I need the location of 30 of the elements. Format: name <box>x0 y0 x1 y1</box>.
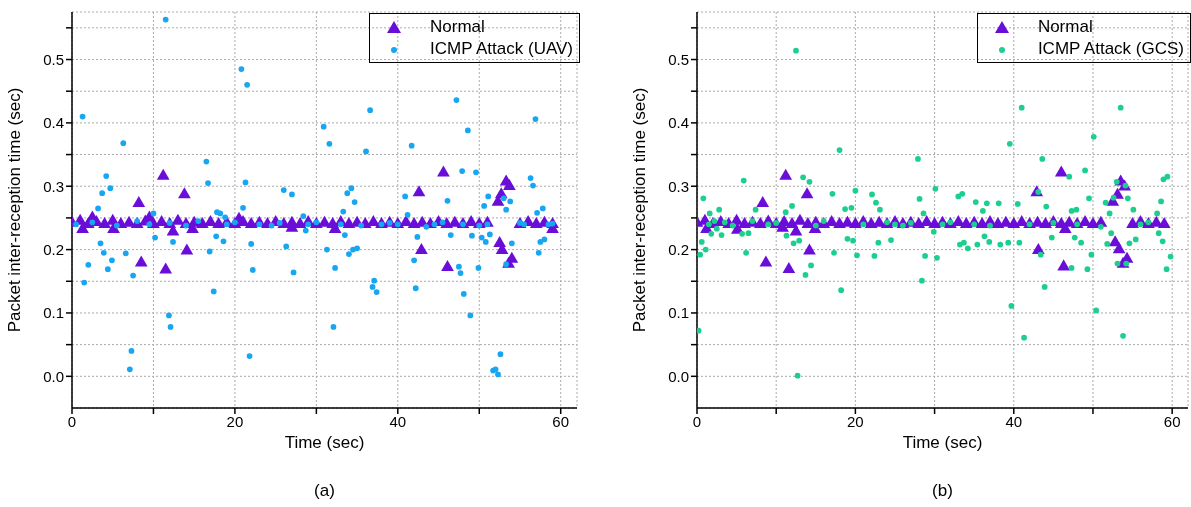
x-tick-label: 0 <box>692 412 702 430</box>
y-tick-label: 0.5 <box>668 50 689 68</box>
x-tick-label: 60 <box>1163 412 1181 430</box>
text: (a) <box>313 481 336 501</box>
legend-label: Normal <box>1037 16 1093 38</box>
y-axis-title: Packet inter-reception time (sec) <box>5 87 25 333</box>
x-axis-title: Time (sec) <box>284 433 365 452</box>
legend-label: ICMP Attack (GCS) <box>1037 38 1184 60</box>
x-axis-title: Time (sec) <box>902 433 983 452</box>
y-tick-label: 0.1 <box>668 304 689 322</box>
legend-label: Normal <box>430 16 485 38</box>
y-tick-label: 0.4 <box>43 114 64 132</box>
y-tick-label: 0.3 <box>43 177 64 195</box>
y-tick-label: 0.1 <box>43 304 64 322</box>
y-tick-label: 0.4 <box>668 114 689 132</box>
y-tick-label: 0.2 <box>668 240 689 258</box>
y-tick-label: 0.3 <box>668 177 689 195</box>
y-tick-label: 0.0 <box>43 367 64 385</box>
x-tick-label: 40 <box>389 412 407 430</box>
x-tick-label: 20 <box>226 412 244 430</box>
y-tick-label: 0.5 <box>43 50 64 68</box>
y-axis-title: Packet inter-reception time (sec) <box>630 87 650 333</box>
x-tick-label: 40 <box>1005 412 1023 430</box>
x-tick-label: 20 <box>847 412 864 430</box>
y-tick-label: 0.0 <box>668 367 689 385</box>
x-tick-label: 0 <box>67 412 77 430</box>
x-tick-label: 60 <box>552 412 570 430</box>
y-tick-label: 0.2 <box>43 240 64 258</box>
text: (b) <box>931 481 954 501</box>
legend-label: ICMP Attack (UAV) <box>430 38 573 60</box>
